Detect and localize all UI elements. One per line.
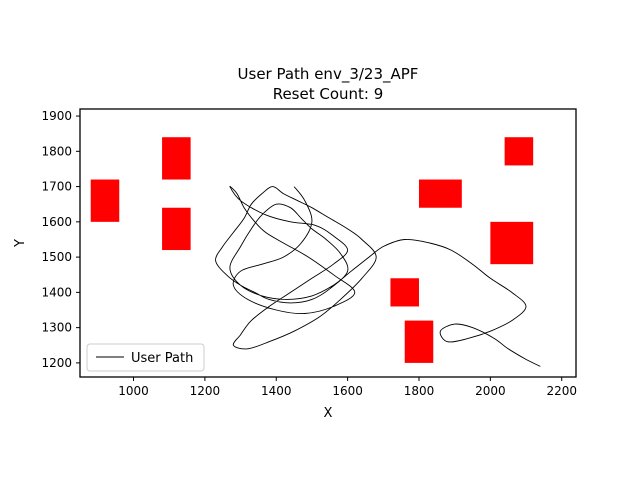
chart-title: User Path env_3/23_APF bbox=[238, 65, 419, 84]
y-tick-label: 1700 bbox=[41, 180, 72, 194]
x-tick-label: 2200 bbox=[546, 384, 577, 398]
x-tick-label: 2000 bbox=[475, 384, 506, 398]
y-tick-label: 1300 bbox=[41, 321, 72, 335]
obstacle-rect bbox=[162, 207, 191, 251]
obstacle-rect bbox=[90, 179, 120, 222]
user-path-line bbox=[215, 185, 541, 367]
y-tick-label: 1200 bbox=[41, 356, 72, 370]
legend-entry: User Path bbox=[131, 351, 193, 366]
obstacle-rect bbox=[390, 278, 419, 307]
y-tick-label: 1800 bbox=[41, 144, 72, 158]
y-axis: 1200 1300 1400 1500 1600 1700 1800 1900 bbox=[41, 109, 80, 370]
x-tick-label: 1200 bbox=[190, 384, 221, 398]
obstacle-rect bbox=[162, 137, 191, 180]
obstacle-rect bbox=[418, 179, 462, 208]
x-axis-label: X bbox=[324, 406, 333, 421]
x-tick-label: 1800 bbox=[404, 384, 435, 398]
plot-frame bbox=[79, 108, 577, 378]
x-axis: 1000 1200 1400 1600 1800 2000 2200 bbox=[118, 377, 577, 398]
obstacle-rect bbox=[404, 320, 434, 363]
y-axis-label: Y bbox=[13, 239, 28, 248]
obstacle-rect bbox=[504, 137, 534, 166]
legend-box bbox=[86, 343, 205, 372]
legend: User Path bbox=[86, 343, 205, 372]
y-tick-label: 1500 bbox=[41, 250, 72, 264]
obstacle-rect bbox=[490, 221, 534, 265]
y-tick-label: 1600 bbox=[41, 215, 72, 229]
y-tick-label: 1400 bbox=[41, 285, 72, 299]
x-tick-label: 1600 bbox=[332, 384, 363, 398]
path-layer bbox=[215, 185, 541, 367]
obstacles-layer bbox=[90, 137, 534, 363]
y-tick-label: 1900 bbox=[41, 109, 72, 123]
x-tick-label: 1000 bbox=[118, 384, 149, 398]
x-tick-label: 1400 bbox=[261, 384, 292, 398]
chart-subtitle: Reset Count: 9 bbox=[273, 85, 384, 103]
